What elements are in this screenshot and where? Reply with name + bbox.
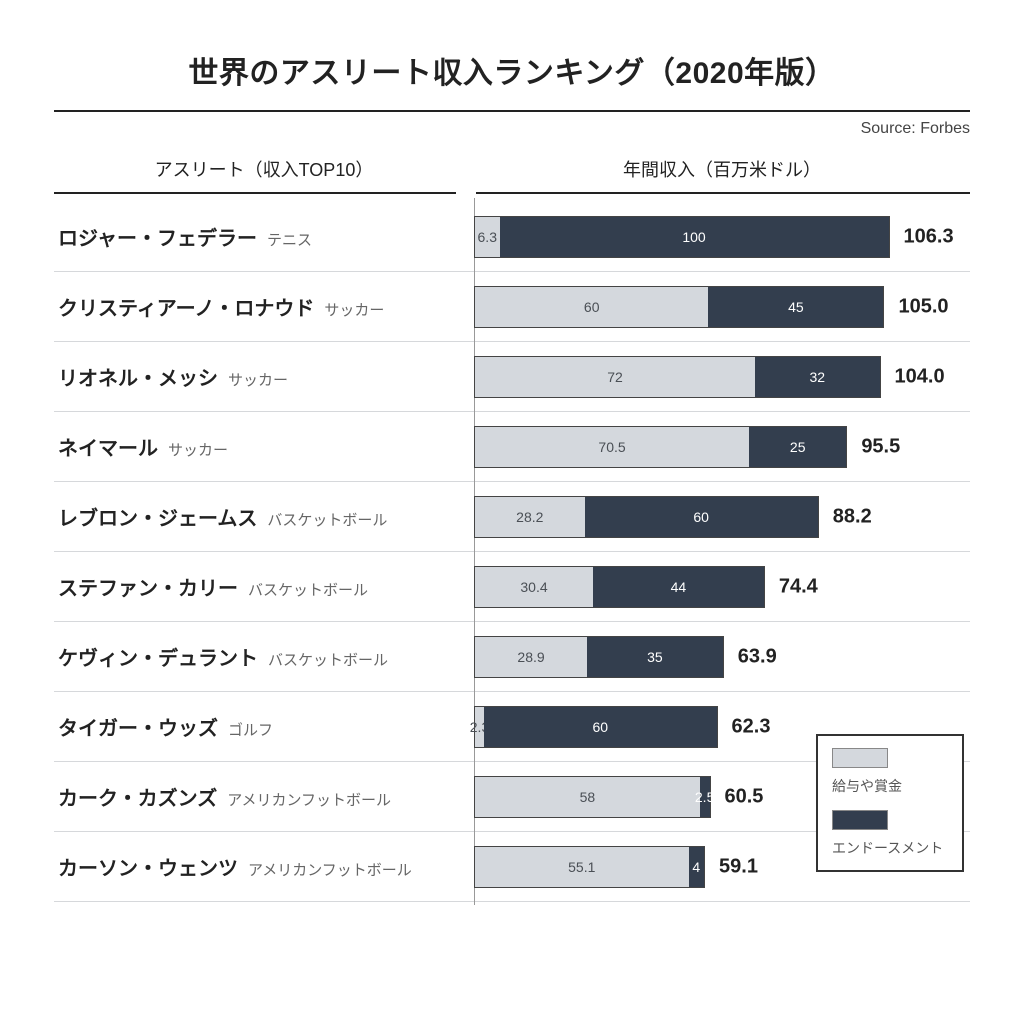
table-row: ケヴィン・デュラントバスケットボール28.93563.9 — [54, 622, 970, 692]
name-cell: クリスティアーノ・ロナウドサッカー — [54, 292, 474, 321]
bar-cell: 30.444 74.4 — [474, 552, 970, 621]
bar-segment-endorsement: 4 — [689, 847, 704, 887]
table-row: リオネル・メッシサッカー7232104.0 — [54, 342, 970, 412]
total-value: 105.0 — [898, 295, 948, 318]
stacked-bar: 28.935 — [474, 636, 724, 678]
athlete-name: ケヴィン・デュラント — [58, 642, 258, 671]
bar-segment-endorsement: 45 — [708, 287, 883, 327]
total-value: 104.0 — [895, 365, 945, 388]
table-row: クリスティアーノ・ロナウドサッカー6045105.0 — [54, 272, 970, 342]
athlete-name: クリスティアーノ・ロナウド — [58, 292, 314, 321]
athlete-name: リオネル・メッシ — [58, 362, 218, 391]
table-row: ネイマールサッカー70.52595.5 — [54, 412, 970, 482]
athlete-name: タイガー・ウッズ — [58, 712, 218, 741]
bar-segment-endorsement: 25 — [749, 427, 846, 467]
name-cell: ステファン・カリーバスケットボール — [54, 572, 474, 601]
name-cell: カーク・カズンズアメリカンフットボール — [54, 782, 474, 811]
bar-segment-salary: 60 — [475, 287, 708, 327]
bar-segment-salary: 70.5 — [475, 427, 749, 467]
legend-swatch-dark — [832, 810, 888, 830]
bar-segment-endorsement: 60 — [484, 707, 717, 747]
athlete-name: レブロン・ジェームス — [58, 502, 257, 531]
name-cell: リオネル・メッシサッカー — [54, 362, 474, 391]
total-value: 60.5 — [725, 785, 764, 808]
bar-segment-salary: 2.3 — [475, 707, 484, 747]
header-rules — [54, 192, 970, 194]
bar-segment-salary: 30.4 — [475, 567, 593, 607]
sport-label: ゴルフ — [228, 719, 273, 740]
bar-segment-endorsement: 35 — [587, 637, 723, 677]
table-row: ステファン・カリーバスケットボール30.44474.4 — [54, 552, 970, 622]
bar-segment-endorsement: 2.5 — [700, 777, 710, 817]
name-cell: ケヴィン・デュラントバスケットボール — [54, 642, 474, 671]
header-right: 年間収入（百万米ドル） — [474, 156, 970, 192]
stacked-bar: 2.360 — [474, 706, 718, 748]
bar-cell: 28.260 88.2 — [474, 482, 970, 551]
bar-cell: 70.525 95.5 — [474, 412, 970, 481]
name-cell: ロジャー・フェデラーテニス — [54, 222, 474, 251]
sport-label: バスケットボール — [248, 579, 368, 600]
sport-label: サッカー — [228, 369, 288, 390]
bar-cell: 6045 105.0 — [474, 272, 970, 341]
legend-item-endorsement: エンドースメント — [832, 810, 950, 858]
stacked-bar: 6.3100 — [474, 216, 890, 258]
athlete-name: ステファン・カリー — [58, 572, 238, 601]
source-label: Source: Forbes — [54, 120, 970, 156]
bar-segment-salary: 55.1 — [475, 847, 689, 887]
total-value: 59.1 — [719, 855, 758, 878]
bar-segment-salary: 72 — [475, 357, 755, 397]
name-cell: タイガー・ウッズゴルフ — [54, 712, 474, 741]
stacked-bar: 30.444 — [474, 566, 765, 608]
stacked-bar: 6045 — [474, 286, 884, 328]
bar-cell: 28.935 63.9 — [474, 622, 970, 691]
chart-rows: ロジャー・フェデラーテニス6.3100106.3クリスティアーノ・ロナウドサッカ… — [54, 202, 970, 902]
legend-label-dark: エンドースメント — [832, 838, 950, 858]
header-left: アスリート（収入TOP10） — [54, 156, 474, 192]
bar-segment-salary: 28.2 — [475, 497, 585, 537]
bar-segment-salary: 6.3 — [475, 217, 500, 257]
bar-segment-endorsement: 44 — [593, 567, 764, 607]
total-value: 88.2 — [833, 505, 872, 528]
athlete-name: ロジャー・フェデラー — [58, 222, 257, 251]
stacked-bar: 70.525 — [474, 426, 847, 468]
sport-label: サッカー — [324, 299, 384, 320]
sport-label: テニス — [267, 229, 312, 250]
total-value: 63.9 — [738, 645, 777, 668]
athlete-name: ネイマール — [58, 432, 158, 461]
table-row: ロジャー・フェデラーテニス6.3100106.3 — [54, 202, 970, 272]
sport-label: アメリカンフットボール — [227, 789, 391, 810]
legend: 給与や賞金 エンドースメント — [816, 734, 964, 872]
stacked-bar: 582.5 — [474, 776, 711, 818]
bar-segment-endorsement: 60 — [585, 497, 818, 537]
bar-cell: 7232 104.0 — [474, 342, 970, 411]
legend-swatch-light — [832, 748, 888, 768]
legend-label-light: 給与や賞金 — [832, 776, 950, 796]
sport-label: サッカー — [168, 439, 228, 460]
name-cell: カーソン・ウェンツアメリカンフットボール — [54, 852, 474, 881]
stacked-bar: 7232 — [474, 356, 881, 398]
name-cell: ネイマールサッカー — [54, 432, 474, 461]
total-value: 106.3 — [904, 225, 954, 248]
stacked-bar: 28.260 — [474, 496, 819, 538]
legend-item-salary: 給与や賞金 — [832, 748, 950, 796]
total-value: 74.4 — [779, 575, 818, 598]
sport-label: バスケットボール — [268, 649, 388, 670]
bar-segment-endorsement: 100 — [500, 217, 889, 257]
table-row: レブロン・ジェームスバスケットボール28.26088.2 — [54, 482, 970, 552]
sport-label: バスケットボール — [267, 509, 387, 530]
bar-segment-salary: 58 — [475, 777, 700, 817]
stacked-bar: 55.14 — [474, 846, 705, 888]
athlete-name: カーク・カズンズ — [58, 782, 217, 811]
name-cell: レブロン・ジェームスバスケットボール — [54, 502, 474, 531]
column-headers: アスリート（収入TOP10） 年間収入（百万米ドル） — [54, 156, 970, 192]
athlete-name: カーソン・ウェンツ — [58, 852, 238, 881]
total-value: 95.5 — [861, 435, 900, 458]
sport-label: アメリカンフットボール — [248, 859, 412, 880]
bar-segment-endorsement: 32 — [755, 357, 879, 397]
chart-title: 世界のアスリート収入ランキング（2020年版） — [54, 48, 970, 110]
title-rule — [54, 110, 970, 112]
bar-segment-salary: 28.9 — [475, 637, 587, 677]
total-value: 62.3 — [732, 715, 771, 738]
bar-cell: 6.3100 106.3 — [474, 202, 970, 271]
